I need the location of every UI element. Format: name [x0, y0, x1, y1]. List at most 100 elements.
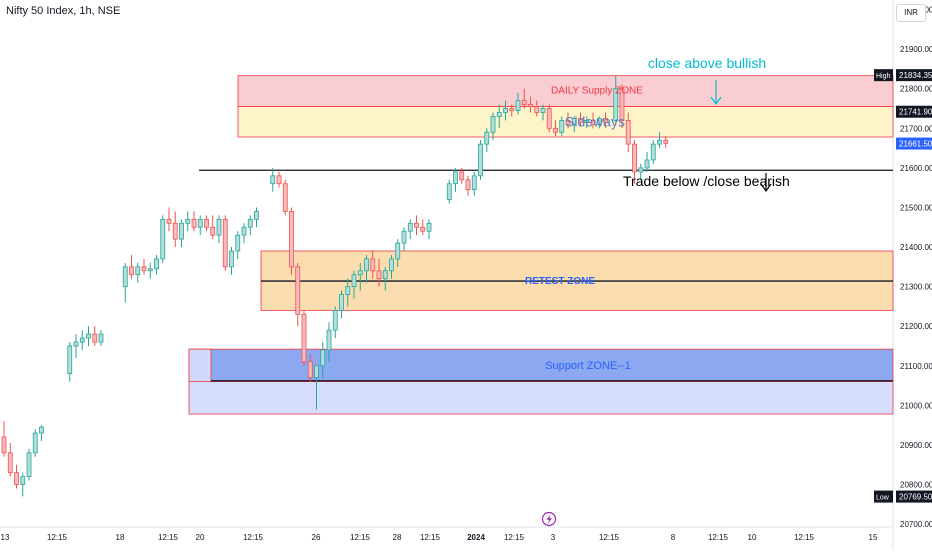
- candle: [414, 215, 419, 236]
- candle-body: [282, 183, 288, 212]
- candle-body: [389, 258, 394, 272]
- candle-body: [521, 100, 527, 105]
- candle: [453, 167, 458, 192]
- x-tick-label: 10: [748, 533, 757, 542]
- x-tick-label: 20: [196, 533, 205, 542]
- candle-body: [7, 452, 13, 474]
- candle-body: [314, 365, 319, 379]
- candle-body: [320, 349, 326, 367]
- zone-label: DAILY Supply ZONE: [551, 86, 643, 97]
- candle-body: [172, 222, 178, 240]
- candle: [426, 219, 432, 240]
- candle: [160, 215, 166, 263]
- candle-body: [446, 183, 452, 200]
- candle-body: [515, 100, 521, 111]
- candle: [565, 112, 571, 129]
- candle-body: [86, 333, 91, 339]
- y-tick-label: 20900.00: [900, 441, 932, 450]
- arrow-down-icon: [710, 96, 722, 106]
- zone-box: [237, 106, 894, 138]
- candle: [254, 207, 259, 228]
- candle-body: [395, 242, 401, 260]
- candle-body: [663, 139, 669, 144]
- x-tick-label: 2024: [467, 533, 485, 542]
- candle: [26, 448, 32, 481]
- candle: [590, 112, 596, 129]
- candle: [351, 270, 357, 299]
- candle: [7, 442, 13, 477]
- x-tick-label: 15: [869, 533, 878, 542]
- x-tick-label: 26: [312, 533, 321, 542]
- x-tick-label: 12:15: [599, 533, 620, 542]
- candle: [222, 215, 228, 271]
- candle: [73, 334, 79, 358]
- candle-body: [528, 104, 533, 107]
- candle: [166, 207, 172, 232]
- annotation-text: Trade below /close bearish: [623, 173, 790, 189]
- candle: [154, 254, 159, 275]
- candle: [446, 179, 452, 204]
- candle: [613, 75, 619, 125]
- candle-body: [1, 436, 7, 454]
- candle: [172, 211, 178, 248]
- candle: [553, 120, 558, 137]
- candle-body: [154, 258, 159, 270]
- candle-body: [650, 143, 656, 161]
- price-flag-label: 21741.90: [899, 108, 932, 117]
- candle: [32, 429, 38, 457]
- candle-body: [79, 337, 85, 343]
- price-flag: [896, 490, 932, 503]
- candle-body: [414, 222, 419, 228]
- price-flag-prefix: [874, 490, 893, 503]
- candle: [395, 239, 401, 267]
- lightning-icon-bolt: [546, 514, 552, 524]
- candle: [122, 262, 128, 303]
- candle: [619, 84, 625, 129]
- zone-box: [188, 381, 894, 415]
- x-tick-label: 3: [551, 533, 556, 542]
- candle: [301, 310, 307, 366]
- candle-body: [147, 268, 153, 272]
- candle: [546, 104, 552, 133]
- candle-body: [584, 119, 590, 123]
- candle-body: [484, 131, 490, 145]
- x-tick-label: 12:15: [504, 533, 525, 542]
- candle: [484, 128, 490, 153]
- candle: [197, 215, 203, 236]
- candle-body: [289, 211, 294, 268]
- candle: [407, 219, 413, 240]
- candle-body: [92, 333, 98, 343]
- candle: [314, 365, 319, 410]
- candle-body: [216, 218, 222, 236]
- candle: [67, 342, 73, 382]
- candle-body: [553, 127, 558, 133]
- zone-label: Support ZONE--1: [545, 360, 631, 372]
- candle: [420, 219, 426, 236]
- candle-body: [559, 119, 565, 133]
- candle: [326, 322, 332, 362]
- candle-body: [235, 234, 241, 252]
- candle: [540, 104, 546, 121]
- candle: [135, 262, 141, 283]
- y-tick-label: 21900.00: [900, 45, 932, 54]
- price-flag-prefix-label: Low: [876, 495, 890, 502]
- candle: [229, 247, 234, 275]
- candle: [79, 330, 85, 350]
- y-tick-label: 21400.00: [900, 243, 932, 252]
- candle-body: [222, 218, 228, 268]
- candle-body: [301, 313, 307, 363]
- candle: [179, 219, 184, 248]
- candle-body: [210, 226, 216, 236]
- currency-button[interactable]: INR: [896, 4, 926, 22]
- candle: [584, 116, 590, 129]
- x-tick-label: 12:15: [420, 533, 441, 542]
- candle: [571, 116, 577, 133]
- candle: [339, 290, 344, 319]
- candle: [357, 262, 363, 291]
- candle: [235, 231, 241, 259]
- candle-body: [625, 119, 631, 145]
- candle-body: [135, 266, 141, 276]
- candle: [638, 163, 644, 180]
